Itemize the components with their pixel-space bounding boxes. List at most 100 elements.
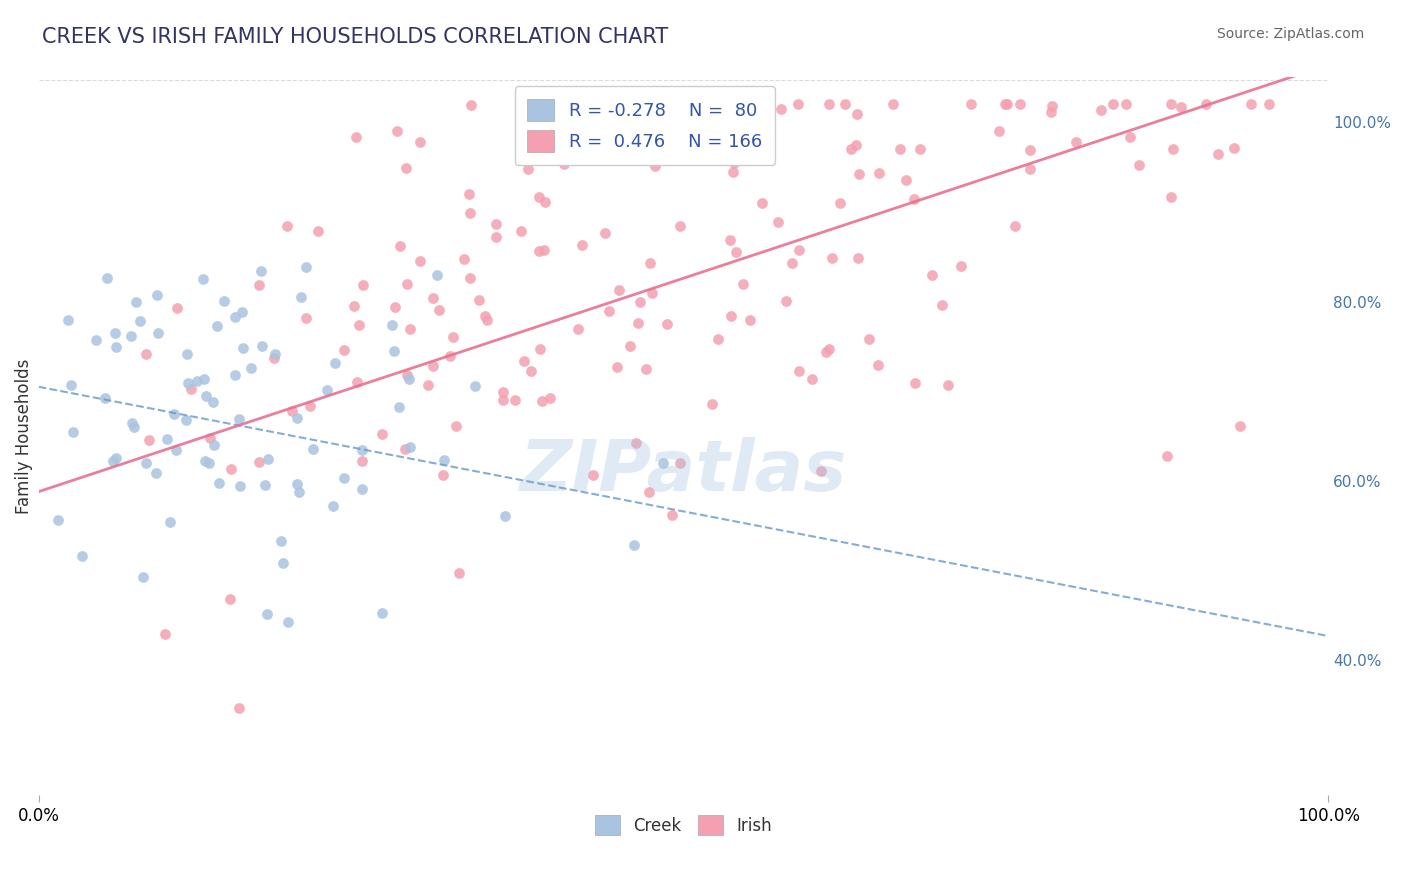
Point <box>995 97 1018 112</box>
Point <box>193 372 215 386</box>
Point <box>628 295 651 310</box>
Point <box>553 157 575 171</box>
Point <box>398 372 420 386</box>
Point <box>162 407 184 421</box>
Point <box>959 97 981 112</box>
Point <box>527 244 550 258</box>
Point <box>333 470 356 484</box>
Point <box>661 508 683 522</box>
Point <box>845 138 868 153</box>
Point <box>128 314 150 328</box>
Point <box>623 538 645 552</box>
Point <box>307 224 329 238</box>
Point <box>738 120 761 134</box>
Point <box>352 278 374 293</box>
Point <box>256 607 278 621</box>
Point <box>121 416 143 430</box>
Point <box>485 230 508 244</box>
Point <box>638 256 661 270</box>
Point <box>208 475 231 490</box>
Point <box>651 456 673 470</box>
Point <box>290 290 312 304</box>
Point <box>96 271 118 285</box>
Point <box>936 378 959 392</box>
Point <box>247 455 270 469</box>
Point <box>84 333 107 347</box>
Point <box>198 431 221 445</box>
Point <box>505 393 527 408</box>
Point <box>145 466 167 480</box>
Point <box>994 97 1017 112</box>
Point <box>839 142 862 156</box>
Point <box>987 124 1010 138</box>
Point <box>679 153 702 167</box>
Point <box>529 342 551 356</box>
Point <box>388 400 411 414</box>
Point <box>247 277 270 292</box>
Point <box>398 322 420 336</box>
Point <box>1257 97 1279 112</box>
Point <box>276 219 298 233</box>
Point <box>432 467 454 482</box>
Point <box>263 351 285 366</box>
Point <box>1160 190 1182 204</box>
Point <box>821 251 844 265</box>
Point <box>533 243 555 257</box>
Point <box>718 233 741 247</box>
Point <box>229 479 252 493</box>
Point <box>787 363 810 377</box>
Point <box>848 167 870 181</box>
Point <box>120 328 142 343</box>
Point <box>858 333 880 347</box>
Point <box>202 438 225 452</box>
Point <box>388 239 411 253</box>
Point <box>627 317 650 331</box>
Point <box>422 359 444 373</box>
Point <box>132 570 155 584</box>
Point <box>598 304 620 318</box>
Point <box>186 374 208 388</box>
Point <box>249 264 271 278</box>
Point <box>395 368 418 383</box>
Point <box>477 313 499 327</box>
Point <box>731 277 754 292</box>
Point <box>889 142 911 156</box>
Point <box>344 130 367 145</box>
Point <box>174 412 197 426</box>
Point <box>177 376 200 391</box>
Point <box>1223 141 1246 155</box>
Point <box>441 330 464 344</box>
Point <box>780 255 803 269</box>
Point <box>446 419 468 434</box>
Text: Source: ZipAtlas.com: Source: ZipAtlas.com <box>1216 27 1364 41</box>
Point <box>921 268 943 283</box>
Point <box>166 301 188 315</box>
Point <box>264 347 287 361</box>
Point <box>1018 143 1040 157</box>
Point <box>815 345 838 359</box>
Point <box>460 98 482 112</box>
Point <box>135 456 157 470</box>
Point <box>775 293 797 308</box>
Point <box>105 451 128 466</box>
Point <box>1004 219 1026 233</box>
Point <box>176 347 198 361</box>
Point <box>655 318 678 332</box>
Point <box>650 103 672 118</box>
Point <box>350 453 373 467</box>
Point <box>224 368 246 382</box>
Point <box>207 318 229 333</box>
Point <box>180 382 202 396</box>
Point <box>818 342 841 356</box>
Point <box>519 364 541 378</box>
Point <box>725 244 748 259</box>
Point <box>700 397 723 411</box>
Point <box>567 322 589 336</box>
Point <box>409 254 432 268</box>
Point <box>492 385 515 400</box>
Point <box>644 159 666 173</box>
Point <box>529 190 551 204</box>
Point <box>738 313 761 327</box>
Point <box>882 97 904 112</box>
Point <box>396 277 419 292</box>
